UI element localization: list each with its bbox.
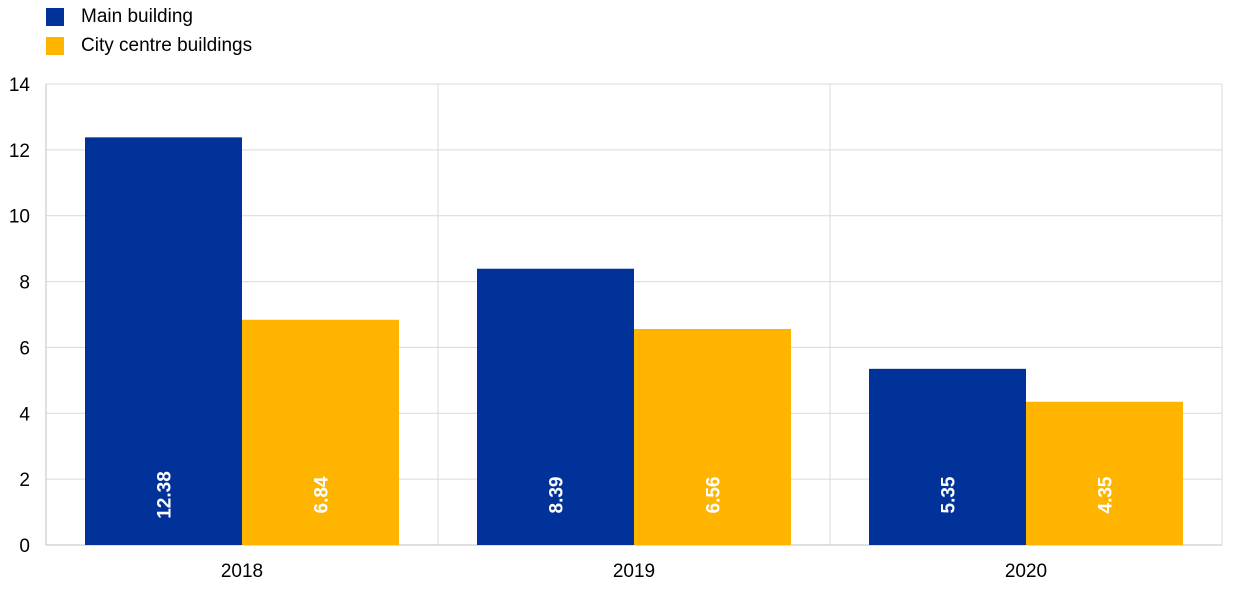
x-tick-label: 2019 bbox=[613, 561, 655, 582]
data-label: 4.35 bbox=[1096, 476, 1117, 513]
bar-2018-city-centre-buildings bbox=[242, 319, 399, 545]
legend: Main building City centre buildings bbox=[46, 2, 252, 60]
legend-item-city-centre-buildings: City centre buildings bbox=[46, 31, 252, 60]
y-tick-label: 4 bbox=[19, 404, 30, 425]
bar-2020-main-building bbox=[869, 368, 1026, 545]
y-tick-label: 2 bbox=[19, 470, 30, 491]
bar-2019-main-building bbox=[477, 268, 634, 545]
x-tick-label: 2020 bbox=[1005, 561, 1047, 582]
y-tick-label: 12 bbox=[9, 141, 30, 162]
legend-item-main-building: Main building bbox=[46, 2, 252, 31]
y-tick-label: 0 bbox=[19, 536, 30, 557]
x-tick-label: 2018 bbox=[221, 561, 263, 582]
data-label: 6.84 bbox=[312, 476, 333, 513]
data-label: 5.35 bbox=[939, 476, 960, 513]
legend-swatch-main-building bbox=[46, 7, 64, 26]
bar-2019-city-centre-buildings bbox=[634, 328, 791, 545]
data-label: 6.56 bbox=[704, 477, 725, 514]
bar-2018-main-building bbox=[85, 137, 242, 545]
bar-2020-city-centre-buildings bbox=[1026, 401, 1183, 545]
y-tick-label: 10 bbox=[9, 207, 30, 228]
legend-label-city-centre-buildings: City centre buildings bbox=[81, 34, 253, 56]
y-tick-label: 14 bbox=[9, 75, 31, 96]
data-label: 12.38 bbox=[155, 471, 176, 519]
data-label: 8.39 bbox=[547, 477, 568, 514]
legend-swatch-city-centre-buildings bbox=[46, 36, 64, 55]
y-tick-label: 8 bbox=[19, 273, 30, 294]
legend-label-main-building: Main building bbox=[81, 5, 193, 27]
y-tick-label: 6 bbox=[19, 338, 30, 359]
